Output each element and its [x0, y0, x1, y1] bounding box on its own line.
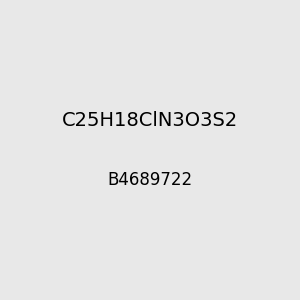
Text: B4689722: B4689722	[107, 171, 193, 189]
Text: C25H18ClN3O3S2: C25H18ClN3O3S2	[62, 110, 238, 130]
